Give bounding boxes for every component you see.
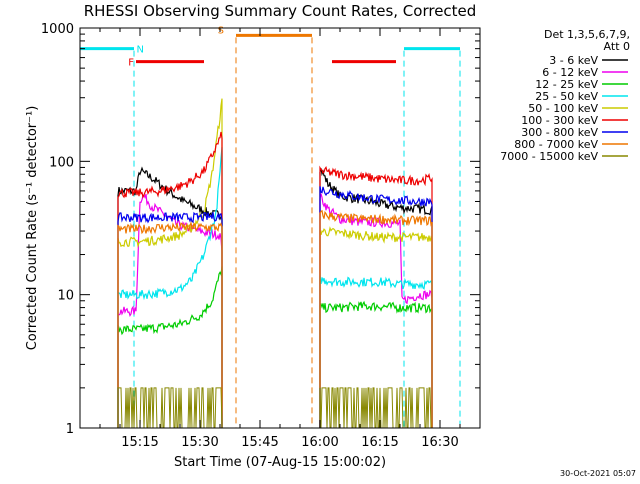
y-tick-label: 1 bbox=[66, 422, 74, 437]
x-tick-label: 15:15 bbox=[121, 435, 158, 450]
x-tick-label: 16:15 bbox=[361, 435, 398, 450]
series-line-7-segment-2 bbox=[319, 186, 433, 428]
legend-label-3: 12 - 25 keV bbox=[535, 78, 598, 91]
series-line-2-segment-1 bbox=[117, 193, 223, 428]
series-line-3-segment-2 bbox=[319, 300, 433, 428]
x-tick-label: 15:45 bbox=[241, 435, 278, 450]
legend-header-line-2: Att 0 bbox=[604, 40, 630, 53]
series-line-4-segment-1 bbox=[117, 147, 223, 428]
series-line-8-segment-2 bbox=[319, 209, 433, 428]
series-line-6-segment-1 bbox=[117, 131, 223, 428]
y-tick-label: 1000 bbox=[41, 22, 74, 37]
legend-label-6: 100 - 300 keV bbox=[521, 114, 598, 127]
flag-label-f: F bbox=[128, 58, 134, 69]
x-tick-label: 16:00 bbox=[301, 435, 338, 450]
y-axis-label: Corrected Count Rate (s⁻¹ detector⁻¹) bbox=[25, 106, 40, 351]
series-line-5-segment-2 bbox=[319, 226, 433, 428]
legend-label-5: 50 - 100 keV bbox=[528, 102, 598, 115]
series-line-4-segment-2 bbox=[319, 275, 433, 428]
series-line-5-segment-1 bbox=[117, 98, 223, 428]
y-axis-ticks: 1 10 100 1000 bbox=[41, 22, 480, 437]
y-tick-label: 100 bbox=[49, 155, 74, 170]
chart-title: RHESSI Observing Summary Count Rates, Co… bbox=[84, 2, 477, 20]
series-line-7-segment-1 bbox=[117, 211, 223, 428]
series-line-3-segment-1 bbox=[117, 266, 223, 428]
x-tick-label: 16:30 bbox=[421, 435, 458, 450]
legend-label-1: 3 - 6 keV bbox=[549, 54, 598, 67]
x-tick-label: 15:30 bbox=[181, 435, 218, 450]
legend-label-9: 7000 - 15000 keV bbox=[500, 150, 598, 163]
legend-label-4: 25 - 50 keV bbox=[535, 90, 598, 103]
x-axis-ticks: 15:15 15:30 15:45 16:00 16:15 16:30 bbox=[79, 28, 481, 450]
series-line-1-segment-2 bbox=[319, 168, 433, 428]
legend-label-2: 6 - 12 keV bbox=[542, 66, 598, 79]
legend-header-line-1: Det 1,3,5,6,7,9, bbox=[544, 28, 630, 41]
series-line-8-segment-1 bbox=[117, 220, 223, 428]
flag-label-n: N bbox=[137, 45, 144, 56]
y-tick-label: 10 bbox=[57, 289, 74, 304]
legend-label-8: 800 - 7000 keV bbox=[514, 138, 598, 151]
plot-area: NF S bbox=[80, 25, 461, 429]
timestamp: 30-Oct-2021 05:07 bbox=[560, 469, 636, 478]
x-axis-label: Start Time (07-Aug-15 15:00:02) bbox=[174, 455, 386, 470]
series-line-6-segment-2 bbox=[319, 165, 433, 428]
legend-label-7: 300 - 800 keV bbox=[521, 126, 598, 139]
flag-label-s: S bbox=[218, 25, 224, 36]
